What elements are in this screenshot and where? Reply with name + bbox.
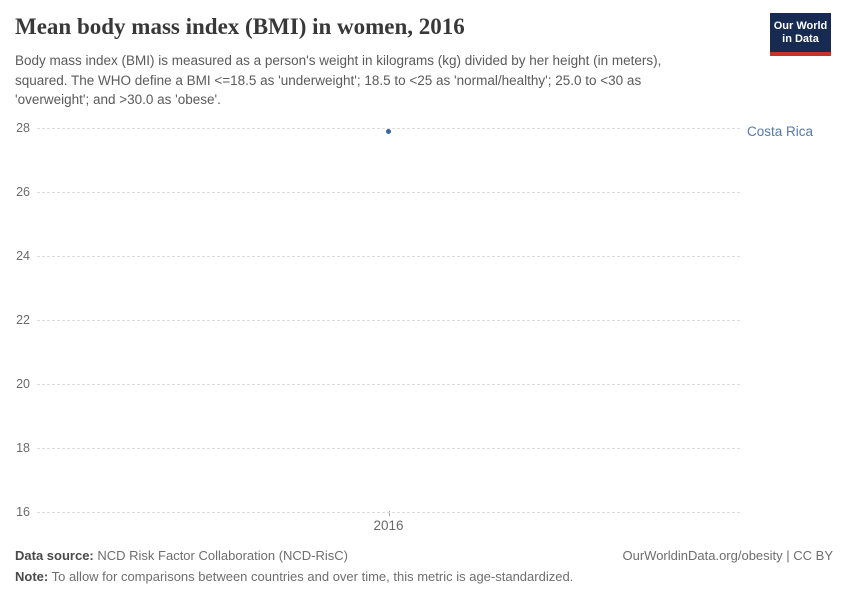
- y-axis-tick-label: 18: [16, 441, 30, 455]
- owid-logo[interactable]: Our World in Data: [770, 13, 831, 56]
- gridline: [37, 192, 740, 193]
- gridline: [37, 256, 740, 257]
- footer-attribution-link[interactable]: OurWorldinData.org/obesity | CC BY: [622, 548, 834, 563]
- datasource-label: Data source:: [15, 548, 94, 563]
- y-axis-tick-label: 28: [16, 121, 30, 135]
- gridline: [37, 384, 740, 385]
- chart-title: Mean body mass index (BMI) in women, 201…: [15, 14, 465, 39]
- footer-note: Note: To allow for comparisons between c…: [15, 569, 573, 584]
- x-axis-tick-label: 2016: [373, 518, 404, 533]
- y-axis-tick-label: 26: [16, 185, 30, 199]
- footer-datasource: Data source: NCD Risk Factor Collaborati…: [15, 548, 348, 563]
- chart-subtitle: Body mass index (BMI) is measured as a p…: [15, 53, 662, 107]
- note-label: Note:: [15, 569, 49, 584]
- gridline: [37, 128, 740, 129]
- datasource-value: NCD Risk Factor Collaboration (NCD-RisC): [93, 548, 349, 563]
- y-axis-tick-label: 22: [16, 313, 30, 327]
- y-axis-tick-label: 24: [16, 249, 30, 263]
- data-point[interactable]: [386, 128, 391, 134]
- gridline: [37, 320, 740, 321]
- x-axis-tick: [388, 511, 390, 516]
- owid-logo-line1: Our World: [773, 20, 828, 32]
- y-axis-tick-label: 20: [16, 377, 30, 391]
- gridline: [37, 512, 740, 513]
- note-value: To allow for comparisons between countri…: [48, 569, 574, 584]
- y-axis-tick-label: 16: [16, 505, 30, 519]
- owid-logo-line2: in Data: [782, 33, 819, 45]
- entity-label[interactable]: Costa Rica: [747, 124, 814, 140]
- gridline: [37, 448, 740, 449]
